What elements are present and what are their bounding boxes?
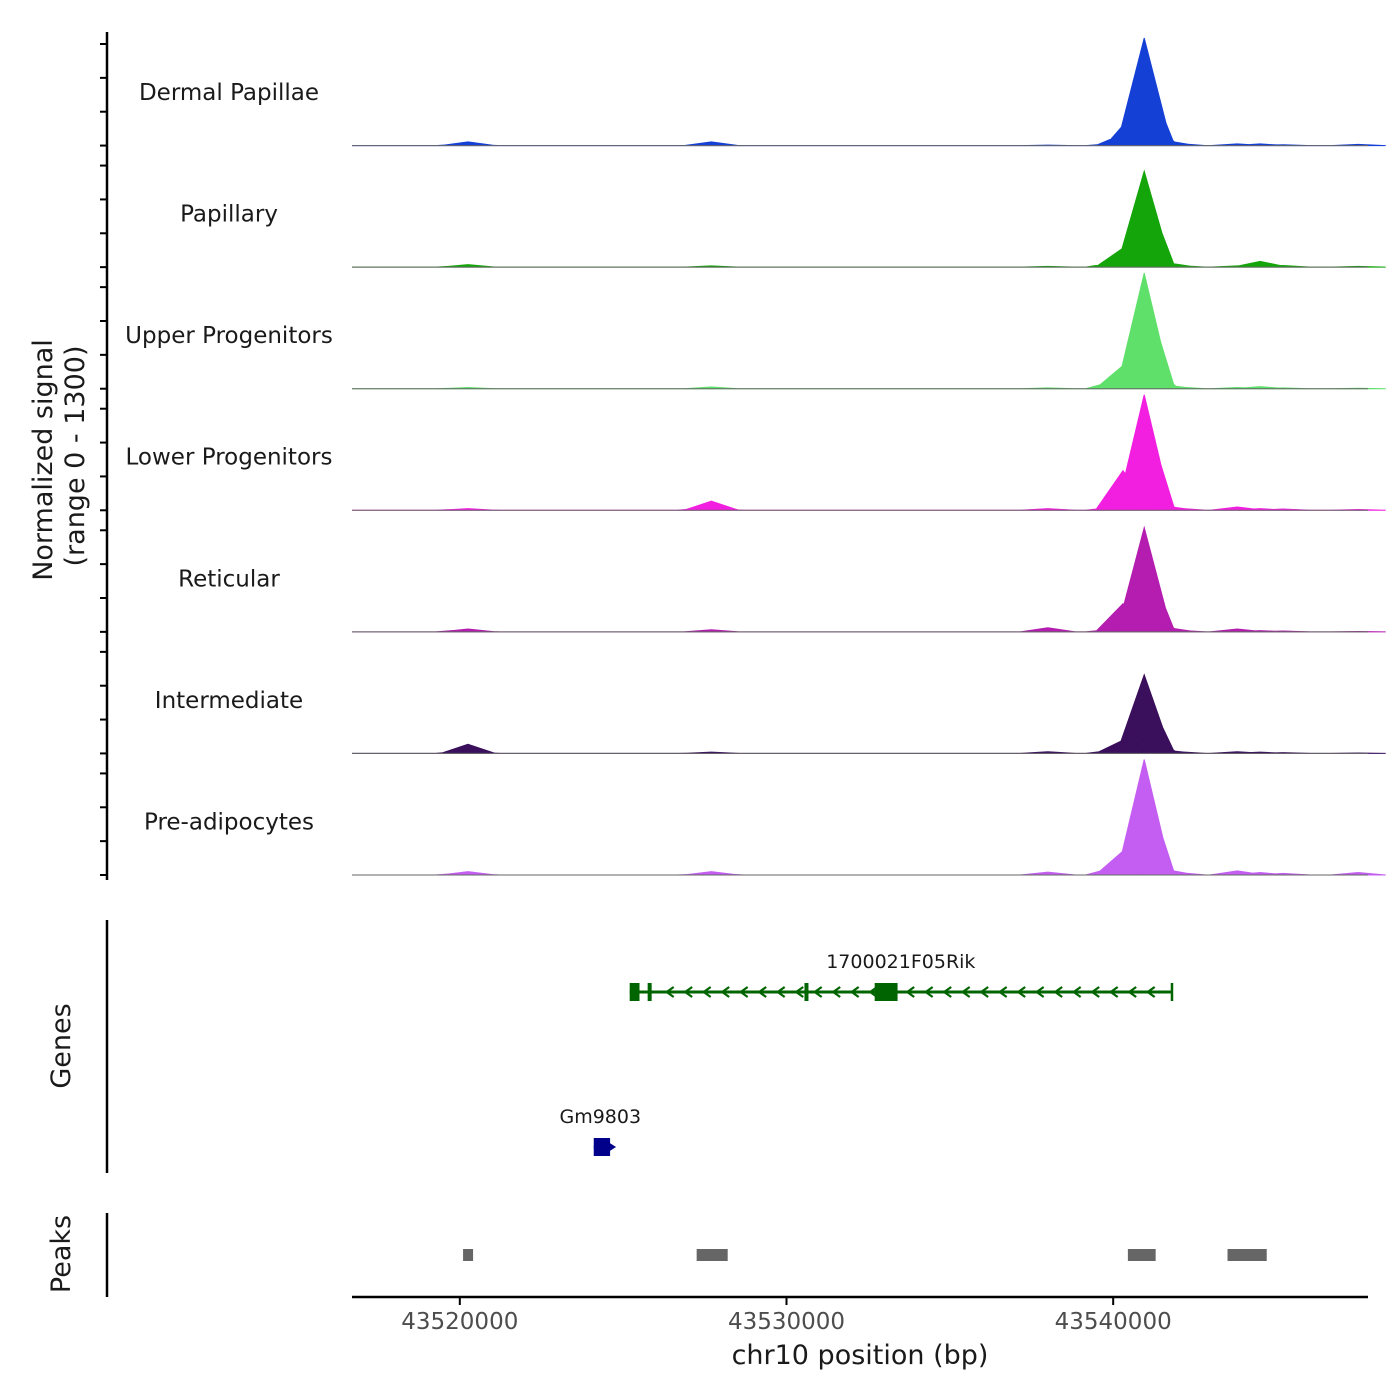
coverage-track: Intermediate: [100, 650, 1386, 755]
coverage-track: Upper Progenitors: [100, 273, 1386, 390]
gene-model: 1700021F05Rik: [629, 951, 1174, 1001]
track-label: Pre-adipocytes: [144, 809, 314, 835]
peak-region: [1127, 1249, 1156, 1261]
x-tick-label: 43520000: [401, 1309, 518, 1335]
peak-region: [463, 1249, 474, 1261]
coverage-track: Lower Progenitors: [100, 394, 1386, 512]
strand-arrow: [683, 986, 693, 998]
coverage-y-label-line1: Normalized signal: [28, 339, 59, 581]
x-axis-label: chr10 position (bp): [732, 1340, 989, 1371]
strand-arrow: [1034, 986, 1045, 998]
strand-arrow: [960, 986, 971, 998]
gene-exon: [593, 1138, 611, 1156]
strand-arrow: [1090, 986, 1100, 998]
gene-exon: [647, 983, 652, 1001]
strand-arrow: [923, 986, 934, 998]
strand-arrow: [794, 986, 804, 998]
strand-arrow: [997, 986, 1008, 998]
strand-arrow: [775, 986, 786, 998]
strand-arrow: [1145, 986, 1156, 998]
strand-arrow: [701, 986, 712, 998]
peak-region: [1227, 1249, 1267, 1261]
strand-arrow: [812, 986, 823, 998]
track-label: Lower Progenitors: [126, 445, 333, 471]
gene-model: Gm9803: [559, 1106, 641, 1156]
strand-arrow: [664, 986, 675, 998]
strand-arrow: [1016, 986, 1026, 998]
x-axis: 43520000 43530000 43540000: [352, 1295, 1368, 1335]
coverage-track: Pre-adipocytes: [100, 759, 1386, 876]
gene-exon: [804, 983, 809, 1001]
strand-arrow: [942, 986, 952, 998]
coverage-area: [352, 759, 1386, 876]
strand-arrow: [886, 986, 897, 998]
coverage-track: Papillary: [100, 164, 1386, 269]
x-tick-label: 43530000: [728, 1309, 845, 1335]
strand-arrow: [738, 986, 749, 998]
gene-exon: [874, 983, 898, 1001]
strand-arrow: [979, 986, 989, 998]
coverage-area: [352, 37, 1386, 147]
strand-arrow: [1053, 986, 1063, 998]
track-label: Papillary: [180, 202, 278, 228]
coverage-area: [352, 525, 1386, 633]
coverage-area: [352, 273, 1386, 390]
gene-exon: [629, 983, 640, 1001]
coverage-y-label-line2: (range 0 - 1300): [60, 346, 91, 567]
peak-region: [696, 1249, 728, 1261]
strand-arrow: [1108, 986, 1119, 998]
strand-arrow: [831, 986, 841, 998]
strand-arrow: [1127, 986, 1137, 998]
track-label: Intermediate: [155, 688, 303, 714]
coverage-area: [352, 673, 1386, 754]
peaks-y-label: Peaks: [46, 1215, 77, 1293]
genes-panel: 1700021F05Rik Gm9803: [105, 920, 1174, 1173]
coverage-area: [352, 394, 1386, 511]
track-label: Dermal Papillae: [139, 80, 319, 106]
gene-label: Gm9803: [559, 1106, 641, 1128]
x-tick-label: 43540000: [1055, 1309, 1172, 1335]
strand-arrow: [849, 986, 860, 998]
strand-arrow: [1071, 986, 1082, 998]
gene-label: 1700021F05Rik: [826, 951, 975, 973]
coverage-track: Dermal Papillae: [100, 37, 1386, 147]
strand-arrow: [608, 1142, 617, 1152]
track-label: Upper Progenitors: [125, 323, 333, 349]
strand-arrow: [720, 986, 730, 998]
coverage-area: [352, 169, 1386, 268]
genes-y-label: Genes: [46, 1003, 77, 1088]
coverage-track: Reticular: [100, 525, 1386, 633]
track-label: Reticular: [178, 566, 280, 592]
strand-arrow: [757, 986, 767, 998]
coverage-panel: Dermal Papillae Papillary Upper Progenitor…: [100, 32, 1386, 880]
strand-arrow: [868, 986, 878, 998]
strand-arrow: [905, 986, 915, 998]
peaks-panel: [105, 1213, 1267, 1297]
